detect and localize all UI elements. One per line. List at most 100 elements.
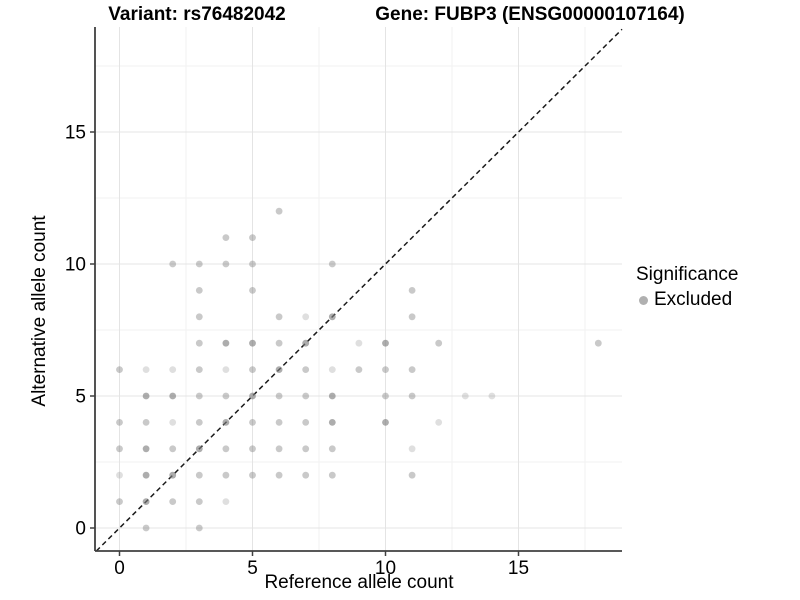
data-point <box>275 445 283 453</box>
x-tick-label: 5 <box>247 558 258 579</box>
data-point <box>275 419 283 426</box>
data-point <box>169 366 177 373</box>
excluded-point-icon <box>639 295 648 305</box>
data-point <box>382 419 389 426</box>
x-tick-label: 15 <box>508 558 529 579</box>
data-point <box>222 234 230 242</box>
data-point <box>249 234 256 242</box>
data-point <box>328 366 336 373</box>
legend: Significance Excluded <box>636 264 738 311</box>
data-point <box>461 392 469 400</box>
data-point <box>142 471 150 479</box>
data-point <box>195 339 203 347</box>
data-point <box>222 445 230 453</box>
data-point <box>195 419 203 426</box>
data-point <box>408 471 416 479</box>
data-point <box>302 471 310 479</box>
data-point <box>328 260 336 268</box>
data-point <box>142 498 150 505</box>
data-point <box>249 471 256 479</box>
data-point <box>116 471 123 479</box>
data-point <box>382 392 389 400</box>
data-point <box>116 445 123 453</box>
gene-title: Gene: FUBP3 (ENSG00000107164) <box>375 4 685 25</box>
data-point <box>142 366 150 373</box>
data-point <box>142 445 150 453</box>
data-point <box>275 339 283 347</box>
data-point <box>249 287 256 294</box>
data-point <box>222 366 230 373</box>
data-point <box>249 339 256 347</box>
data-point <box>275 313 283 321</box>
data-point <box>302 313 310 321</box>
data-point <box>195 366 203 373</box>
data-point <box>142 392 150 400</box>
data-point <box>408 287 416 294</box>
data-point <box>408 392 416 400</box>
data-point <box>169 498 177 505</box>
data-point <box>222 419 230 426</box>
data-point <box>222 260 230 268</box>
data-point <box>169 419 177 426</box>
data-point <box>488 392 496 400</box>
data-point <box>116 366 123 373</box>
data-point <box>408 445 416 453</box>
data-point <box>249 419 256 426</box>
variant-title: Variant: rs76482042 <box>108 4 286 25</box>
data-point <box>275 392 283 400</box>
y-tick-label: 15 <box>65 123 86 144</box>
data-point <box>382 339 389 347</box>
data-point <box>249 366 256 373</box>
data-point <box>302 445 310 453</box>
y-tick-label: 5 <box>75 387 86 408</box>
y-tick-label: 10 <box>65 255 86 276</box>
data-point <box>302 419 310 426</box>
data-point <box>302 366 310 373</box>
data-point <box>222 392 230 400</box>
data-point <box>195 471 203 479</box>
data-point <box>169 471 177 479</box>
y-axis-title: Alternative allele count <box>29 215 50 407</box>
data-point <box>195 392 203 400</box>
data-point <box>142 524 150 532</box>
x-tick-label: 10 <box>375 558 396 579</box>
identity-dashed-line <box>95 28 623 552</box>
data-point <box>169 260 177 268</box>
x-tick-label: 0 <box>114 558 125 579</box>
legend-item-label: Excluded <box>654 289 733 310</box>
data-point <box>195 260 203 268</box>
data-point <box>169 392 177 400</box>
data-point <box>302 392 310 400</box>
data-point <box>382 366 389 373</box>
data-point <box>328 313 336 321</box>
data-point <box>328 419 336 426</box>
data-point <box>195 313 203 321</box>
data-point <box>408 366 416 373</box>
data-point <box>249 260 256 268</box>
data-point <box>195 445 203 453</box>
data-point <box>275 207 283 215</box>
data-point <box>169 445 177 453</box>
data-point <box>222 471 230 479</box>
data-point <box>355 339 363 347</box>
data-point <box>142 419 150 426</box>
data-point <box>355 366 363 373</box>
data-point <box>249 392 256 400</box>
data-point <box>328 445 336 453</box>
data-point <box>222 339 230 347</box>
data-point <box>195 524 203 532</box>
data-point <box>195 498 203 505</box>
data-point <box>328 471 336 479</box>
data-point <box>408 313 416 321</box>
data-point <box>435 419 443 426</box>
x-axis-title: Reference allele count <box>264 572 454 593</box>
data-point <box>222 498 230 505</box>
data-point <box>116 498 123 505</box>
data-point <box>435 339 443 347</box>
data-point <box>594 339 602 347</box>
data-point <box>195 287 203 294</box>
legend-item-excluded: Excluded <box>636 289 738 311</box>
data-point <box>116 419 123 426</box>
